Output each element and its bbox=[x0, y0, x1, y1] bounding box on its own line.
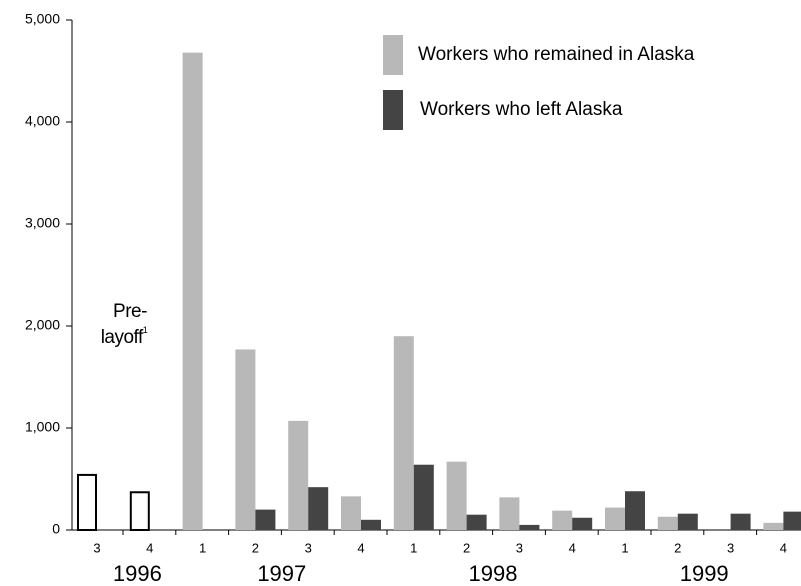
x-tick-label: 1 bbox=[410, 540, 417, 555]
x-tick-label: 3 bbox=[93, 540, 100, 555]
bar bbox=[308, 487, 329, 530]
x-tick-label: 3 bbox=[516, 540, 523, 555]
y-tick-label: 0 bbox=[52, 521, 60, 537]
bar bbox=[499, 497, 520, 530]
x-tick-label: 4 bbox=[146, 540, 153, 555]
legend-label: Workers who remained in Alaska bbox=[418, 44, 695, 65]
x-tick-label: 4 bbox=[569, 540, 576, 555]
y-tick-label: 1,000 bbox=[25, 419, 60, 435]
x-tick-label: 1 bbox=[199, 540, 206, 555]
year-label: 1997 bbox=[257, 561, 306, 586]
x-tick-label: 3 bbox=[305, 540, 312, 555]
annotation-line: Pre- bbox=[113, 301, 147, 322]
legend-swatch bbox=[383, 35, 403, 75]
bar bbox=[552, 510, 573, 530]
bar bbox=[446, 461, 467, 530]
bar bbox=[413, 464, 434, 530]
legend-swatch bbox=[383, 90, 403, 130]
bar bbox=[466, 514, 487, 530]
bar bbox=[393, 336, 414, 530]
annotation: Pre-layoff1 bbox=[101, 301, 148, 348]
y-tick-label: 5,000 bbox=[25, 11, 60, 27]
bar bbox=[657, 516, 678, 530]
bar bbox=[677, 513, 698, 530]
bar bbox=[77, 473, 97, 532]
bar bbox=[288, 420, 309, 530]
y-tick-label: 3,000 bbox=[25, 215, 60, 231]
bar bbox=[605, 507, 625, 530]
x-tick-label: 4 bbox=[357, 540, 364, 555]
bar bbox=[255, 509, 276, 530]
bar bbox=[625, 491, 645, 530]
x-tick-label: 2 bbox=[252, 540, 259, 555]
year-label: 1999 bbox=[680, 561, 729, 586]
y-tick-label: 4,000 bbox=[25, 113, 60, 129]
bar bbox=[572, 517, 593, 530]
x-tick-label: 4 bbox=[780, 540, 787, 555]
bar bbox=[361, 519, 381, 530]
annotation-line: layoff bbox=[101, 327, 144, 348]
footnote-mark: 1 bbox=[143, 325, 148, 335]
bar bbox=[129, 491, 150, 532]
x-tick-label: 2 bbox=[674, 540, 681, 555]
x-tick-label: 2 bbox=[463, 540, 470, 555]
legend-label: Workers who left Alaska bbox=[420, 99, 623, 120]
bar bbox=[763, 522, 784, 530]
x-tick-label: 1 bbox=[621, 540, 628, 555]
bar bbox=[730, 513, 751, 530]
bar bbox=[182, 52, 203, 530]
bar bbox=[783, 511, 801, 530]
year-label: 1996 bbox=[113, 561, 162, 586]
year-label: 1998 bbox=[469, 561, 518, 586]
bar bbox=[341, 496, 361, 530]
x-tick-label: 3 bbox=[727, 540, 734, 555]
y-tick-label: 2,000 bbox=[25, 317, 60, 333]
bar bbox=[519, 524, 540, 530]
bar bbox=[235, 349, 256, 530]
